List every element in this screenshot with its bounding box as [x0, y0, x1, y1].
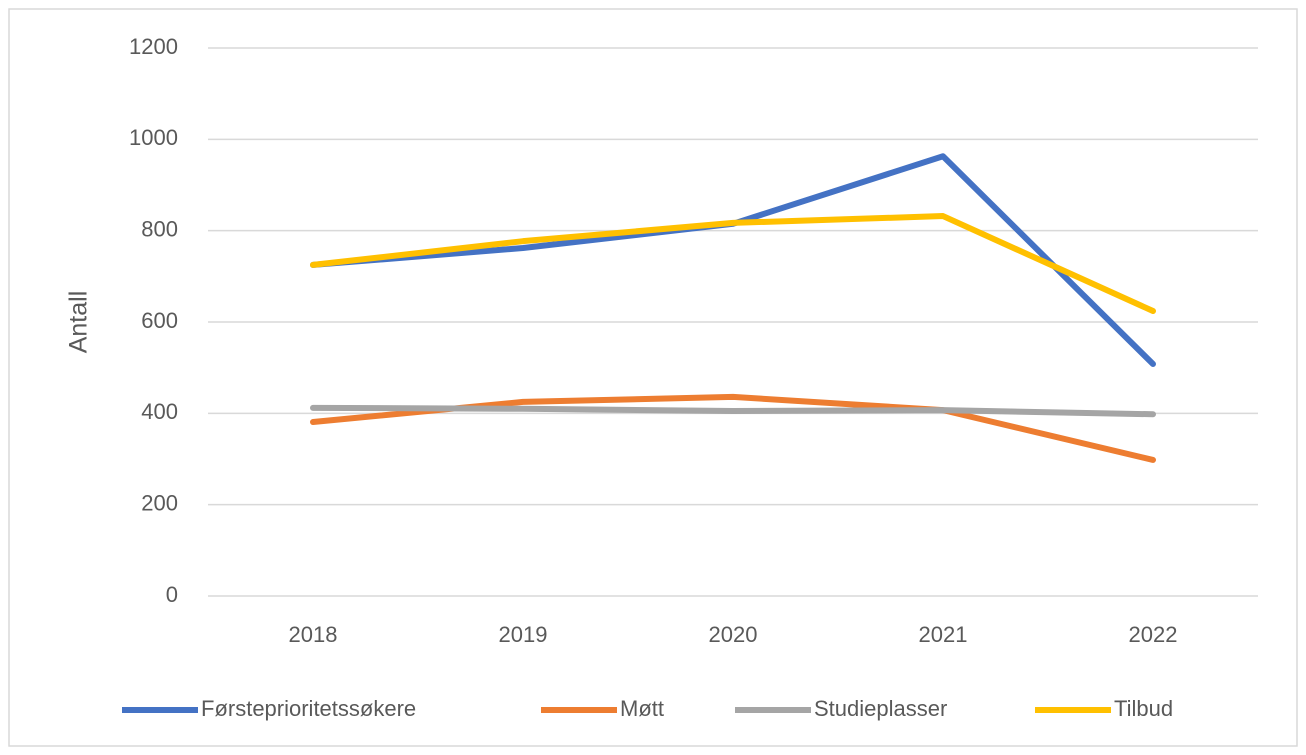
legend-label: Førsteprioritetssøkere	[201, 696, 416, 721]
series-line	[310, 404, 1156, 418]
legend-label: Studieplasser	[814, 696, 947, 721]
series-line	[310, 213, 1156, 315]
x-tick-label: 2019	[499, 622, 548, 647]
x-tick-label: 2018	[289, 622, 338, 647]
y-tick-label: 600	[141, 308, 178, 333]
y-tick-label: 400	[141, 399, 178, 424]
y-tick-label: 200	[141, 490, 178, 515]
x-tick-label: 2022	[1129, 622, 1178, 647]
y-tick-label: 800	[141, 216, 178, 241]
y-axis-label: Antall	[65, 291, 93, 354]
y-tick-label: 1000	[129, 125, 178, 150]
y-tick-label: 1200	[129, 34, 178, 59]
y-tick-label: 0	[166, 582, 178, 607]
chart-frame	[8, 8, 1298, 747]
x-tick-label: 2021	[919, 622, 968, 647]
legend-label: Tilbud	[1114, 696, 1173, 721]
legend-label: Møtt	[620, 696, 664, 721]
x-tick-label: 2020	[709, 622, 758, 647]
